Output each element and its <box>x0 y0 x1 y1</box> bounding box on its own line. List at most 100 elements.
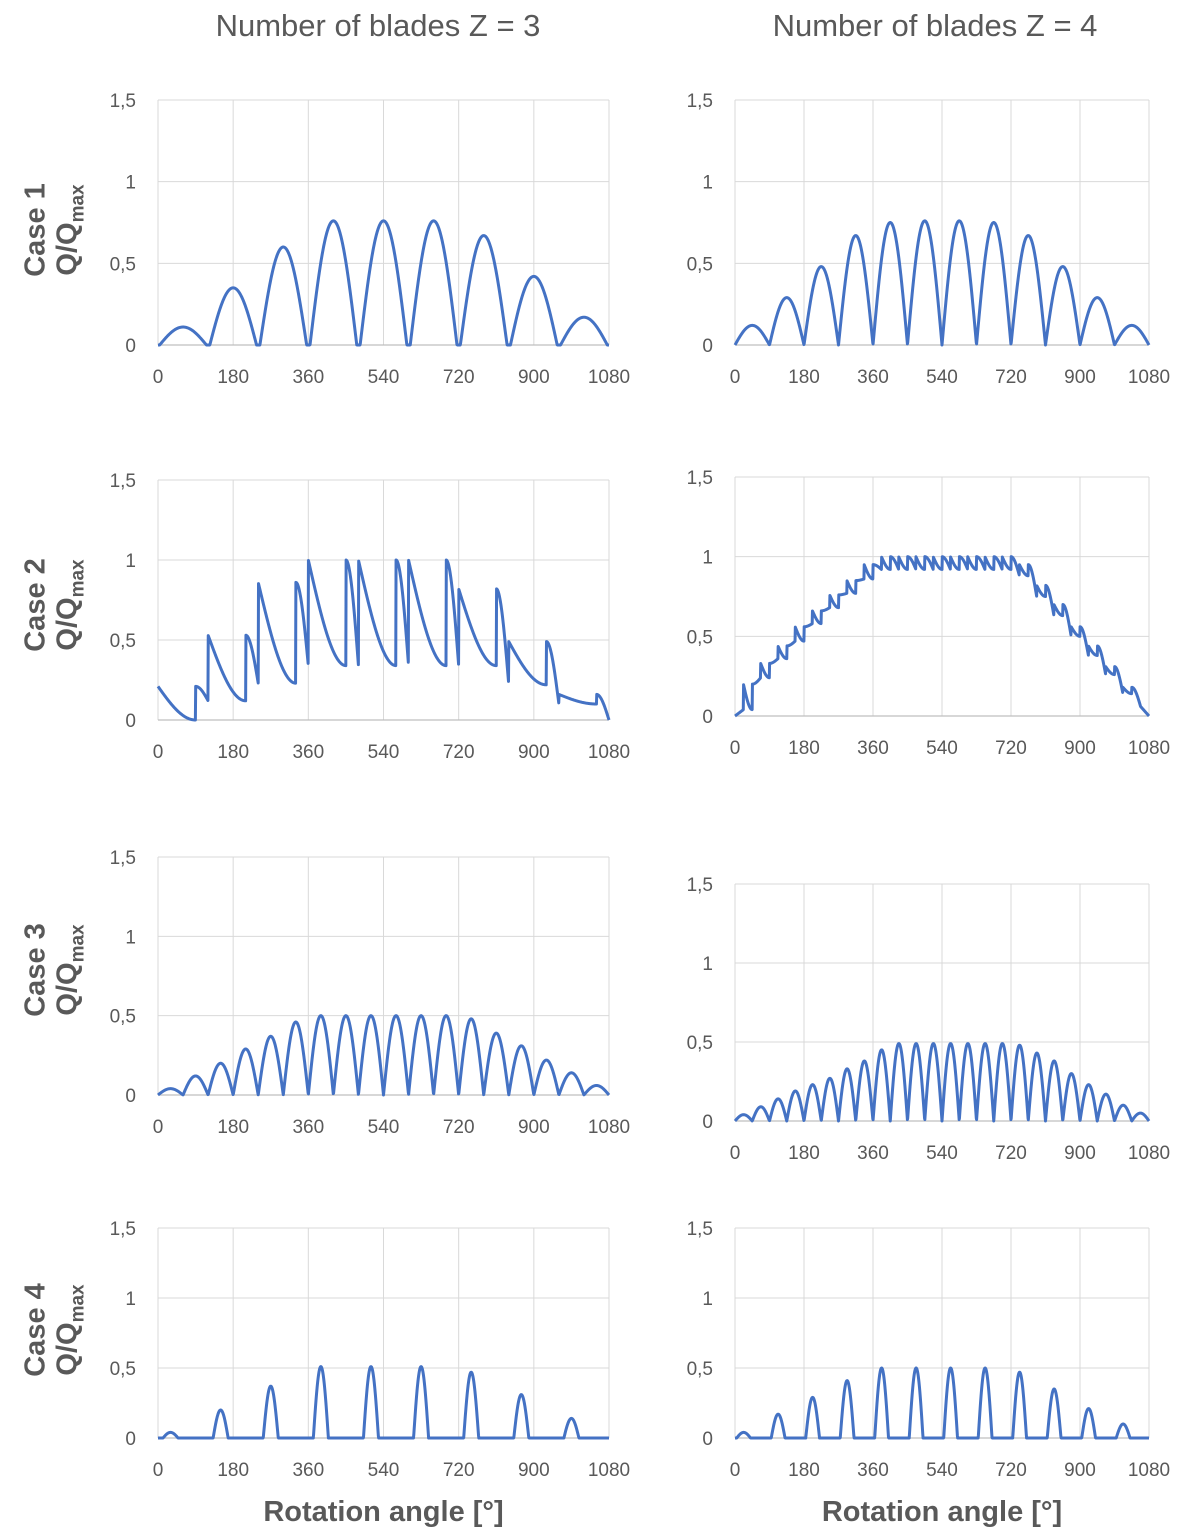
x-tick-label: 1080 <box>1128 1460 1170 1481</box>
x-tick-label: 180 <box>788 1143 820 1164</box>
x-tick-label: 540 <box>926 367 958 388</box>
column-title-z4: Number of blades Z = 4 <box>772 8 1098 43</box>
x-tick-label: 540 <box>368 367 400 388</box>
x-tick-label: 360 <box>292 1460 324 1481</box>
y-tick-label: 0,5 <box>687 1033 713 1054</box>
x-tick-label: 720 <box>443 742 475 763</box>
x-tick-label: 540 <box>368 1460 400 1481</box>
x-tick-label: 720 <box>443 1117 475 1138</box>
y-tick-label: 1,5 <box>687 468 713 489</box>
x-tick-label: 900 <box>1064 1143 1096 1164</box>
y-tick-label: 1 <box>702 548 713 569</box>
y-tick-label: 0 <box>125 711 136 732</box>
x-tick-label: 720 <box>443 367 475 388</box>
y-tick-label: 0,5 <box>687 627 713 648</box>
x-tick-label: 900 <box>518 367 550 388</box>
y-tick-label: 1,5 <box>110 91 136 112</box>
y-tick-label: 0 <box>702 707 713 728</box>
series-line <box>156 1365 611 1440</box>
y-tick-label: 0,5 <box>110 631 136 652</box>
y-tick-label: 0 <box>125 336 136 357</box>
y-tick-label: 0 <box>125 1429 136 1450</box>
x-tick-label: 720 <box>995 1460 1027 1481</box>
series-line <box>733 219 1151 347</box>
x-tick-label: 360 <box>292 367 324 388</box>
series-line <box>733 1042 1151 1123</box>
y-tick-label: 1,5 <box>110 471 136 492</box>
y-tick-label: 0,5 <box>687 254 713 275</box>
x-tick-label: 180 <box>217 367 249 388</box>
y-tick-label: 0 <box>702 1429 713 1450</box>
y-tick-label: 1,5 <box>687 1219 713 1240</box>
x-tick-label: 1080 <box>588 1460 630 1481</box>
x-tick-label: 0 <box>730 367 741 388</box>
y-tick-label: 1 <box>702 1289 713 1310</box>
x-tick-label: 900 <box>518 1460 550 1481</box>
x-tick-label: 540 <box>368 1117 400 1138</box>
y-tick-label: 0,5 <box>110 1359 136 1380</box>
x-tick-label: 900 <box>1064 1460 1096 1481</box>
x-tick-label: 360 <box>857 1460 889 1481</box>
x-tick-label: 1080 <box>1128 1143 1170 1164</box>
x-tick-label: 0 <box>153 367 164 388</box>
x-tick-label: 360 <box>292 1117 324 1138</box>
y-tick-label: 1 <box>125 173 136 194</box>
y-tick-label: 0,5 <box>687 1359 713 1380</box>
x-tick-label: 1080 <box>1128 367 1170 388</box>
x-tick-label: 720 <box>995 738 1027 759</box>
x-tick-label: 1080 <box>588 742 630 763</box>
y-tick-label: 0 <box>702 336 713 357</box>
x-tick-label: 180 <box>217 1460 249 1481</box>
x-tick-label: 0 <box>730 738 741 759</box>
y-tick-label: 1,5 <box>110 1219 136 1240</box>
x-tick-label: 1080 <box>1128 738 1170 759</box>
x-tick-label: 0 <box>153 742 164 763</box>
x-tick-label: 180 <box>217 742 249 763</box>
x-tick-label: 0 <box>730 1460 741 1481</box>
x-tick-label: 540 <box>368 742 400 763</box>
x-tick-label: 720 <box>995 367 1027 388</box>
x-tick-label: 360 <box>857 367 889 388</box>
x-tick-label: 0 <box>730 1143 741 1164</box>
y-tick-label: 1 <box>702 954 713 975</box>
y-tick-label: 1,5 <box>110 848 136 869</box>
y-tick-label: 1 <box>702 173 713 194</box>
y-tick-label: 1 <box>125 551 136 572</box>
x-tick-label: 180 <box>217 1117 249 1138</box>
x-tick-label: 720 <box>443 1460 475 1481</box>
x-tick-label: 180 <box>788 1460 820 1481</box>
y-tick-label: 0 <box>702 1112 713 1133</box>
x-tick-label: 180 <box>788 367 820 388</box>
series-line <box>156 558 611 722</box>
x-axis-title-left: Rotation angle [°] <box>263 1496 504 1528</box>
x-tick-label: 360 <box>857 1143 889 1164</box>
y-tick-label: 1 <box>125 1289 136 1310</box>
x-tick-label: 900 <box>1064 367 1096 388</box>
x-tick-label: 900 <box>518 742 550 763</box>
x-tick-label: 0 <box>153 1460 164 1481</box>
y-tick-label: 1,5 <box>687 91 713 112</box>
y-tick-label: 0 <box>125 1086 136 1107</box>
series-line <box>733 555 1151 718</box>
column-title-z3: Number of blades Z = 3 <box>215 8 541 43</box>
y-tick-label: 0,5 <box>110 1007 136 1028</box>
y-tick-label: 1 <box>125 927 136 948</box>
x-tick-label: 1080 <box>588 367 630 388</box>
x-tick-label: 540 <box>926 1460 958 1481</box>
x-tick-label: 360 <box>857 738 889 759</box>
x-tick-label: 540 <box>926 738 958 759</box>
series-line <box>733 1366 1151 1440</box>
series-line <box>156 219 611 347</box>
x-tick-label: 900 <box>1064 738 1096 759</box>
x-tick-label: 0 <box>153 1117 164 1138</box>
x-tick-label: 180 <box>788 738 820 759</box>
x-tick-label: 720 <box>995 1143 1027 1164</box>
series-line <box>156 1014 611 1097</box>
